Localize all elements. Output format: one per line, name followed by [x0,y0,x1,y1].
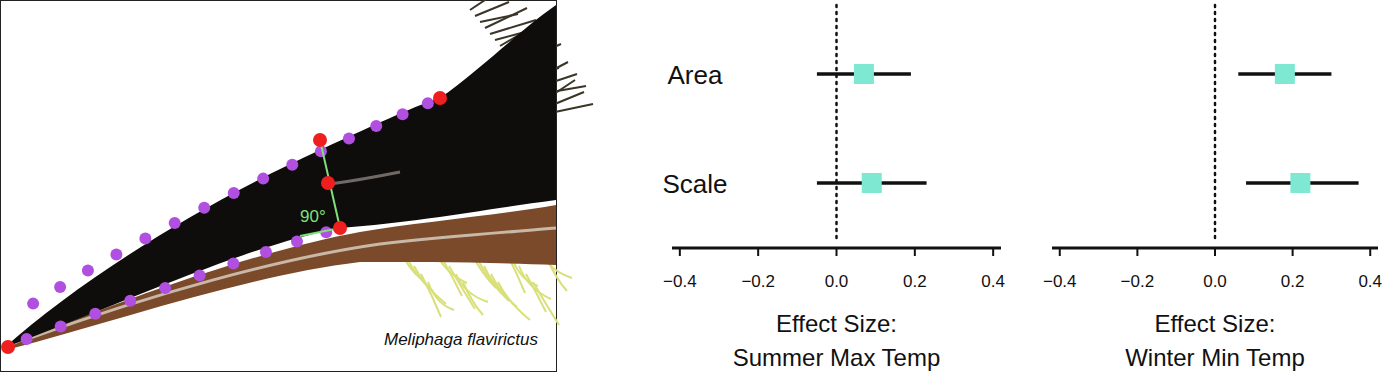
landmark-red [333,221,347,235]
x-tick-label: 0.0 [1203,272,1227,291]
point [862,173,882,193]
x-axis-label-line: Winter Min Temp [1125,344,1305,371]
landmark-red [313,133,327,147]
landmark [260,246,272,258]
figure: 90° Meliphaga flavirictus −0.4 −0.2 0.0 0.2 0.… [0,0,1383,381]
landmark [139,233,151,245]
landmark [228,187,240,199]
landmark [27,298,39,310]
feather [519,266,551,299]
landmark [291,236,303,248]
x-axis-label-line: Effect Size: [776,310,897,337]
forest-plot: −0.4 −0.2 0.0 0.2 0.4 Area Scale Effect Size: Su… [662,5,1005,371]
species-label: Meliphaga flavirictus [384,330,539,349]
x-tick-label: 0.0 [825,272,849,291]
landmark [422,97,434,109]
x-tick-label: 0.2 [903,272,927,291]
angle-label: 90° [300,207,326,226]
x-axis-label: Effect Size: Winter Min Temp [1125,310,1305,371]
feather [555,104,593,112]
landmark [227,257,239,269]
landmark [55,320,67,332]
forest-plot: −0.4 −0.2 0.0 0.2 0.4 Effect Size: Winter Min … [1043,5,1382,371]
landmark [343,132,355,144]
landmark [257,173,269,185]
x-tick [992,248,994,256]
x-tick-label: 0.2 [1281,272,1305,291]
feather [421,274,441,317]
landmark [370,120,382,132]
x-tick-label: −0.4 [1043,272,1077,291]
feather [475,2,509,16]
landmark [286,159,298,171]
x-tick [1369,248,1371,256]
upper-mandible [4,5,556,348]
x-tick-label: 0.4 [981,272,1005,291]
x-tick [1214,248,1216,256]
panel-frame [1,1,557,372]
feather [456,274,488,302]
feather [449,266,475,309]
marks [1238,64,1358,193]
landmark [159,282,171,294]
x-tick [1292,248,1294,256]
landmark [194,269,206,281]
x-tick [1136,248,1138,256]
feather [526,274,546,312]
feather [428,282,454,310]
landmark [21,333,33,345]
x-tick-label: −0.4 [663,272,697,291]
landmark-red [1,340,15,354]
nostril [330,172,400,184]
x-axis-label-line: Effect Size: [1155,310,1276,337]
landmark [82,265,94,277]
category-label: Scale [662,169,727,199]
marks [817,64,927,193]
landmark [397,108,409,120]
zero-line [835,5,838,242]
point [1275,64,1295,84]
x-tick [836,248,838,256]
x-tick [679,248,681,256]
x-axis-label: Effect Size: Summer Max Temp [733,310,941,371]
point [1290,173,1310,193]
x-tick [1059,248,1061,256]
landmark [54,281,66,293]
feather [442,258,462,296]
landmark [89,308,101,320]
feather [533,282,559,325]
x-tick-label: 0.4 [1358,272,1382,291]
x-tick [914,248,916,256]
feather [498,282,530,320]
feather [463,282,483,315]
category-label: Area [668,60,723,90]
point [854,64,874,84]
zero-line [1214,5,1217,242]
landmark [110,248,122,260]
x-axis-label-line: Summer Max Temp [733,344,941,371]
landmark-red [433,91,447,105]
landmark [169,217,181,229]
landmark [124,295,136,307]
landmark [198,202,210,214]
beak-panel: 90° Meliphaga flavirictus [1,0,594,372]
x-tick-label: −0.2 [1121,272,1155,291]
x-tick [757,248,759,256]
landmark-red [321,176,335,190]
x-tick-label: −0.2 [741,272,775,291]
